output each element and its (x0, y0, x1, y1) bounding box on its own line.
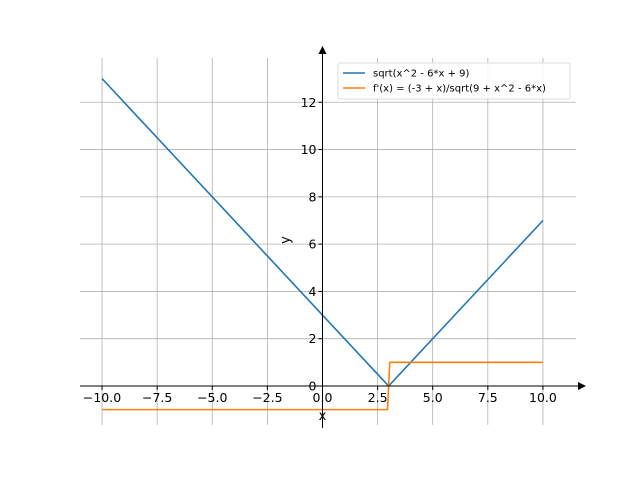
y-tick-label: 8 (309, 189, 317, 204)
legend-box (337, 62, 571, 100)
x-axis-arrow (578, 381, 586, 390)
axes (80, 46, 586, 428)
y-tick-label: 2 (309, 331, 317, 346)
legend: sqrt(x^2 - 6*x + 9) f'(x) = (-3 + x)/sqrt… (337, 62, 571, 100)
grid (80, 58, 576, 425)
x-tick-label: 10.0 (529, 390, 557, 405)
x-tick-label: −5.0 (197, 390, 227, 405)
x-tick-label: 0.0 (313, 390, 333, 405)
y-tick-label: 12 (301, 95, 317, 110)
x-tick-label: −10.0 (83, 390, 121, 405)
x-tick-label: 5.0 (423, 390, 443, 405)
x-tick-label: 2.5 (368, 390, 388, 405)
y-tick-label: 10 (301, 142, 317, 157)
x-tick-label: −7.5 (142, 390, 172, 405)
y-tick-label: 0 (309, 378, 317, 393)
y-tick-label: 4 (309, 284, 317, 299)
legend-label: sqrt(x^2 - 6*x + 9) (373, 69, 469, 80)
x-tick-label: 7.5 (478, 390, 498, 405)
legend-label: f'(x) = (-3 + x)/sqrt(9 + x^2 - 6*x) (373, 84, 546, 95)
x-axis-label: x (319, 409, 327, 424)
y-axis-arrow (318, 46, 327, 54)
x-tick-label: −2.5 (252, 390, 282, 405)
y-tick-label: 6 (309, 237, 317, 252)
ticks: −10.0 −7.5 −5.0 −2.5 0.0 2.5 5.0 7.5 10.0 0 2 4 6 8 10… (83, 95, 557, 405)
y-axis-label: y (278, 236, 293, 244)
